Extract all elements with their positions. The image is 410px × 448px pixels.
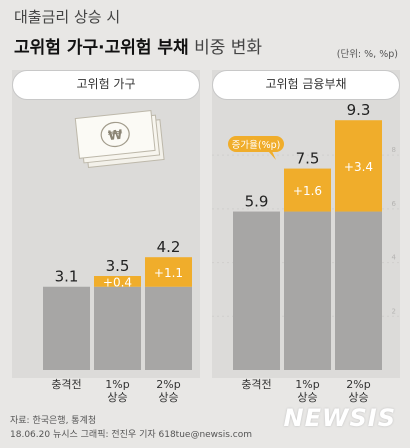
gridline-label: 8 bbox=[392, 146, 396, 154]
bar-base bbox=[145, 286, 192, 370]
bar-increase bbox=[284, 168, 331, 212]
category-label: 상승 bbox=[158, 391, 178, 404]
increase-label: +1.6 bbox=[293, 184, 322, 198]
svg-text:₩: ₩ bbox=[107, 128, 123, 144]
bar-base bbox=[233, 211, 280, 370]
category-label: 1%p bbox=[105, 378, 129, 391]
title-rest: 비중 변화 bbox=[188, 38, 263, 58]
bar-base bbox=[94, 286, 141, 370]
value-label: 9.3 bbox=[347, 101, 371, 119]
gridline-label: 2 bbox=[392, 307, 396, 315]
category-label: 상승 bbox=[297, 391, 317, 404]
value-label: 3.1 bbox=[55, 268, 79, 286]
value-label: 3.5 bbox=[106, 257, 130, 275]
source-text: 자료: 한국은행, 통계청 bbox=[10, 416, 97, 426]
bar-base bbox=[335, 211, 382, 370]
value-label: 5.9 bbox=[245, 193, 269, 211]
title-line1: 대출금리 상승 시 bbox=[14, 8, 121, 26]
bar-increase bbox=[94, 276, 141, 287]
callout-pointer bbox=[268, 151, 276, 160]
increase-label: +3.4 bbox=[344, 160, 373, 174]
callout-badge-bg bbox=[228, 136, 284, 152]
panel-debt-title: 고위험 금융부채 bbox=[212, 70, 400, 100]
category-label: 상승 bbox=[107, 391, 127, 404]
bar-base bbox=[284, 211, 331, 370]
value-label: 7.5 bbox=[296, 150, 320, 168]
gridline-label: 4 bbox=[392, 254, 397, 262]
chart-title: 고위험 가구·고위험 부채 비중 변화 bbox=[14, 33, 262, 58]
panel-households-title: 고위험 가구 bbox=[12, 70, 200, 100]
bar-increase bbox=[145, 257, 192, 287]
category-label: 충격전 bbox=[51, 378, 81, 391]
unit-label: (단위: %, %p) bbox=[336, 49, 398, 60]
category-label: 충격전 bbox=[241, 378, 271, 391]
value-label: 4.2 bbox=[157, 238, 181, 256]
category-label: 2%p bbox=[346, 378, 370, 391]
callout-badge: 증가율(%p) bbox=[228, 136, 284, 160]
bar-base bbox=[43, 286, 90, 370]
gridline-label: 6 bbox=[392, 200, 397, 208]
bar-increase bbox=[335, 120, 382, 212]
credit-text: 18.06.20 뉴시스 그래픽: 전진우 기자 618tue@newsis.c… bbox=[10, 430, 253, 440]
money-bundle-icon: ₩ bbox=[74, 110, 165, 168]
category-label: 상승 bbox=[348, 391, 368, 404]
increase-label: +1.1 bbox=[154, 266, 183, 280]
source-note: 자료: 한국은행, 통계청 18.06.20 뉴시스 그래픽: 전진우 기자 6… bbox=[10, 414, 252, 442]
callout-label: 증가율(%p) bbox=[232, 140, 281, 151]
newsis-watermark: NEWSIS bbox=[283, 404, 396, 432]
category-label: 1%p bbox=[295, 378, 319, 391]
category-label: 2%p bbox=[156, 378, 180, 391]
increase-label: +0.4 bbox=[103, 275, 132, 289]
title-bold: 고위험 가구·고위험 부채 bbox=[14, 38, 189, 58]
